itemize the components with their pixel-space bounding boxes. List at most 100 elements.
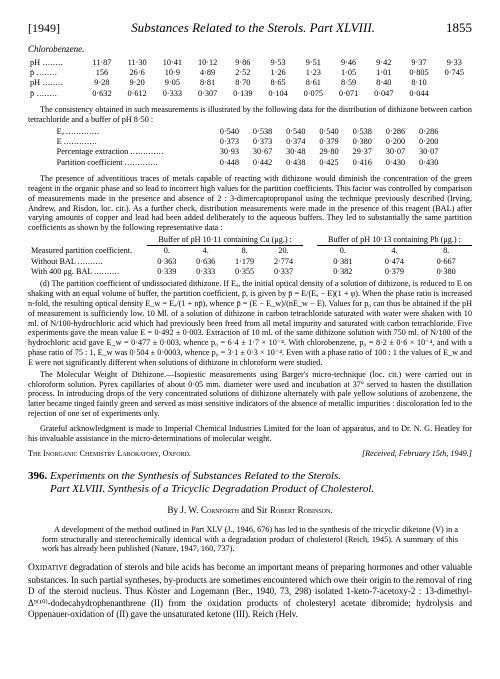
paragraph-2: The presence of adventitious traces of m… (28, 174, 472, 233)
table-col-head: 4. (186, 246, 225, 257)
table-cell: 8·65 (260, 78, 295, 88)
table-row-label: Without BAL .......... (28, 257, 147, 267)
table-cell: 0·636 (186, 257, 225, 267)
chlorobenzene-table: pH11·8711·3010·4110·129·869·539·519·469·… (28, 58, 472, 99)
table-row-label: pH (28, 78, 84, 88)
table-row-label: p̄ (28, 68, 84, 78)
table-row-label: Percentage extraction ............. (55, 147, 213, 157)
table-cell: 0·307 (190, 89, 225, 99)
table-cell: 0·355 (225, 267, 264, 277)
partition-table: Measured partition coefficient. Buffer o… (28, 235, 472, 277)
table-cell: 0·382 (317, 267, 369, 277)
table-cell: 29·37 (346, 147, 379, 157)
table-cell: 29·80 (312, 147, 345, 157)
article-byline: By J. W. Cornforth and Sir Robert Robins… (28, 505, 472, 517)
table-col-head: 20. (264, 246, 303, 257)
table-cell: 10·41 (155, 58, 190, 68)
table-cell: 0·380 (420, 267, 472, 277)
table-cell: 0·373 (246, 137, 279, 147)
author-1: J. W. Cornforth (180, 505, 239, 515)
table-cell: 0·745 (437, 68, 472, 78)
byline-by: By (167, 505, 180, 515)
table-cell: 0·286 (379, 127, 412, 137)
table-cell: 9·28 (84, 78, 119, 88)
table-cell: 9·46 (331, 58, 366, 68)
table-cell: 0·540 (279, 127, 312, 137)
partition-left-head: Measured partition coefficient. (28, 235, 147, 257)
table-cell: 4·89 (190, 68, 225, 78)
distribution-table: Eₐ .............0·5400·5380·5400·5400·53… (55, 127, 446, 168)
table-row-label: Eₐ ............. (55, 127, 213, 137)
table-cell: 0·374 (279, 137, 312, 147)
table-cell: 2·774 (264, 257, 303, 267)
table-cell: 0·430 (379, 158, 412, 168)
table-cell: 11·87 (84, 58, 119, 68)
paragraph-5: Oxidative degradation of sterols and bil… (28, 562, 472, 620)
table-row-label: With 400 μg. BAL .......... (28, 267, 147, 277)
header-title: Substances Related to the Sterols. Part … (131, 20, 375, 36)
partition-group1: Buffer of pH 10·11 containing Cu (μg.) : (147, 235, 303, 246)
table-cell: 0·104 (260, 89, 295, 99)
table-cell: 0·381 (317, 257, 369, 267)
table-cell: 0·442 (246, 158, 279, 168)
table-cell: 0·200 (379, 137, 412, 147)
table-cell: 0·540 (213, 127, 246, 137)
table-cell: 0·540 (312, 127, 345, 137)
table-cell: 0·286 (412, 127, 445, 137)
table-cell: 8·70 (225, 78, 260, 88)
table-cell: 0·379 (312, 137, 345, 147)
table-cell: 0·075 (296, 89, 331, 99)
table-cell: 8·59 (331, 78, 366, 88)
table-cell (437, 78, 472, 88)
header-year: [1949] (28, 21, 60, 36)
abstract: A development of the method outlined in … (42, 525, 458, 555)
table-cell: 1·23 (296, 68, 331, 78)
table-cell: 156 (84, 68, 119, 78)
table-cell: 0·200 (412, 137, 445, 147)
table-cell: 8·61 (296, 78, 331, 88)
received-date: [Received, February 15th, 1949.] (362, 449, 472, 459)
paragraph-1: The consistency obtained in such measure… (28, 105, 472, 125)
table-cell: 0·363 (147, 257, 186, 267)
table-cell: 1·01 (366, 68, 401, 78)
table-cell: 9·37 (401, 58, 436, 68)
article-title-line2: Part XLVIII. Synthesis of a Tricyclic De… (50, 483, 374, 495)
table-cell: 8·40 (366, 78, 401, 88)
table-cell: 0·373 (213, 137, 246, 147)
table-cell: 0·337 (264, 267, 303, 277)
table-cell: 0·430 (412, 158, 445, 168)
table-cell: 0·538 (346, 127, 379, 137)
affiliation-lab: The Inorganic Chemistry Laboratory, Oxfo… (28, 449, 191, 459)
table-cell: 9·20 (120, 78, 155, 88)
table-cell: 0·632 (84, 89, 119, 99)
header-page: 1855 (446, 20, 472, 36)
table-cell: 1·179 (225, 257, 264, 267)
table-cell: 10·12 (190, 58, 225, 68)
table-cell: 0·667 (420, 257, 472, 267)
paragraph-5-text: degradation of sterols and bile acids ha… (28, 562, 472, 619)
table-cell: 9·42 (366, 58, 401, 68)
affiliation-row: The Inorganic Chemistry Laboratory, Oxfo… (28, 449, 472, 459)
author-2-prefix: Sir (257, 505, 270, 515)
table-row-label: E ............. (55, 137, 213, 147)
table-cell: 9·86 (225, 58, 260, 68)
table-col-head: 8. (420, 246, 472, 257)
table-cell: 9·05 (155, 78, 190, 88)
acknowledgment: Grateful acknowledgment is made to Imper… (28, 424, 472, 445)
article-heading: 396. Experiments on the Synthesis of Sub… (28, 470, 472, 498)
table-cell: 0·047 (366, 89, 401, 99)
table-cell: 0·379 (369, 267, 421, 277)
article-title-line1: Experiments on the Synthesis of Substanc… (50, 470, 341, 482)
table-cell: 30·07 (412, 147, 445, 157)
chlorobenzene-label: Chlorobenzene. (28, 44, 472, 55)
table-cell: 0·139 (225, 89, 260, 99)
table-cell: 8·81 (190, 78, 225, 88)
page-header: [1949] Substances Related to the Sterols… (28, 20, 472, 36)
table-cell: 0·538 (246, 127, 279, 137)
table-cell: 9·53 (260, 58, 295, 68)
table-cell: 30·48 (279, 147, 312, 157)
partition-group2: Buffer of pH 10·13 containing Pb (μg.) : (317, 235, 472, 246)
table-cell: 11·30 (120, 58, 155, 68)
table-cell: 0·071 (331, 89, 366, 99)
table-cell: 0·333 (155, 89, 190, 99)
